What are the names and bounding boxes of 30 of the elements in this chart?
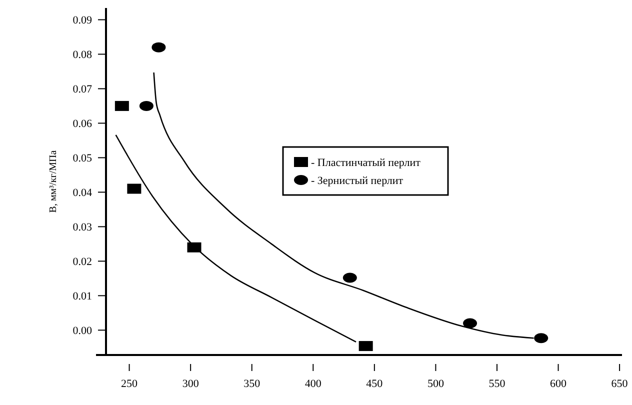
x-tick-label: 500 [427, 378, 444, 390]
x-tick-label: 250 [121, 378, 138, 390]
point [358, 341, 373, 352]
legend-label: - Пластинчатый перлит [311, 156, 421, 169]
x-tick-label: 350 [244, 378, 261, 390]
y-tick-label: 0.04 [72, 187, 92, 200]
y-tick-label: 0.07 [72, 84, 92, 96]
y-tick-label: 0.08 [72, 49, 92, 62]
y-tick-label: 0.01 [72, 290, 92, 303]
y-tick-label: 0.02 [72, 256, 92, 268]
y-axis-title: B, мм³/кг/МПа [48, 150, 59, 213]
legend-label: - Зернистый перлит [311, 174, 404, 187]
x-tick-label: 650 [611, 378, 628, 390]
y-tick-label: 0.06 [72, 118, 92, 130]
point [152, 42, 166, 52]
point [139, 100, 154, 111]
x-tick-label: 600 [550, 378, 568, 390]
y-tick-label: 0.09 [72, 14, 92, 27]
point [534, 333, 548, 344]
x-tick-label: 300 [182, 378, 200, 390]
y-tick-label: 0.03 [72, 222, 92, 234]
x-tick-label: 450 [366, 378, 384, 390]
point [114, 100, 129, 111]
y-tick-label: 0.05 [72, 152, 92, 165]
y-tick-label: 0.00 [72, 325, 92, 338]
point [463, 318, 478, 328]
point [127, 184, 142, 194]
point [342, 272, 357, 283]
x-tick-label: 550 [488, 378, 506, 390]
x-tick-label: 400 [304, 378, 322, 390]
